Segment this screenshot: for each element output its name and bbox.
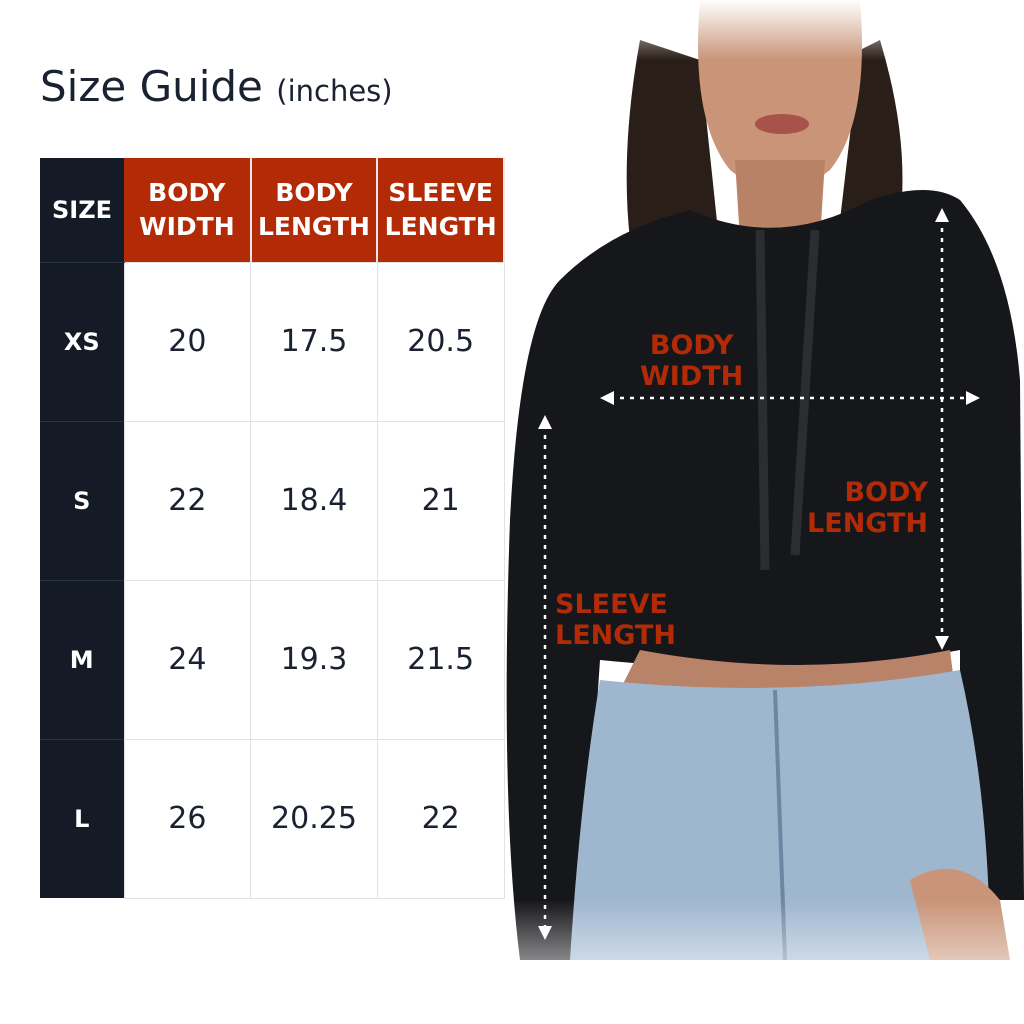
header-text: SIZE bbox=[51, 195, 112, 224]
header-body-length: BODY LENGTH bbox=[250, 158, 379, 262]
header-text: SLEEVE bbox=[388, 177, 493, 207]
cell-size: L bbox=[40, 738, 124, 898]
midriff bbox=[620, 650, 955, 690]
drawstring bbox=[755, 229, 820, 571]
label-text: BODY bbox=[844, 477, 928, 508]
title-unit: (inches) bbox=[276, 74, 393, 108]
body-length-label: BODY LENGTH bbox=[800, 477, 928, 539]
cell-size: XS bbox=[40, 261, 124, 421]
header-text: LENGTH bbox=[257, 211, 370, 241]
model-hoodie-photo bbox=[490, 0, 1024, 1024]
cell-body-length: 20.25 bbox=[250, 738, 378, 899]
header-text: LENGTH bbox=[384, 211, 497, 241]
arrowheads bbox=[538, 208, 980, 940]
label-text: LENGTH bbox=[555, 620, 676, 651]
header-sleeve-length: SLEEVE LENGTH bbox=[377, 158, 505, 262]
table-row: L 26 20.25 22 bbox=[40, 738, 505, 899]
cell-body-length: 17.5 bbox=[250, 261, 378, 422]
header-text: BODY bbox=[148, 177, 226, 207]
cell-body-width: 24 bbox=[123, 579, 252, 740]
label-text: WIDTH bbox=[640, 361, 744, 392]
cell-body-width: 22 bbox=[123, 420, 252, 581]
cell-body-length: 19.3 bbox=[250, 579, 378, 740]
table-header-row: SIZE BODY WIDTH BODY LENGTH SLEEVE LENGTH bbox=[40, 158, 505, 262]
cell-sleeve-length: 20.5 bbox=[376, 261, 505, 422]
cell-size: M bbox=[40, 579, 124, 739]
page-title: Size Guide (inches) bbox=[40, 62, 393, 111]
header-text: BODY bbox=[275, 177, 353, 207]
sleeve-length-label: SLEEVE LENGTH bbox=[555, 589, 676, 651]
cell-body-width: 20 bbox=[123, 261, 252, 422]
size-table: SIZE BODY WIDTH BODY LENGTH SLEEVE LENGTH X… bbox=[40, 158, 505, 899]
label-text: SLEEVE bbox=[555, 589, 668, 620]
table-row: M 24 19.3 21.5 bbox=[40, 579, 505, 740]
cell-body-length: 18.4 bbox=[250, 420, 378, 581]
header-text: WIDTH bbox=[139, 211, 235, 241]
header-body-width: BODY WIDTH bbox=[124, 158, 252, 262]
cell-size: S bbox=[40, 420, 124, 580]
label-text: BODY bbox=[649, 330, 734, 361]
cell-sleeve-length: 22 bbox=[376, 738, 505, 899]
hoodie bbox=[506, 190, 1024, 960]
cell-body-width: 26 bbox=[123, 738, 252, 899]
label-text: LENGTH bbox=[807, 508, 928, 539]
body-width-arrow bbox=[543, 218, 970, 930]
lips bbox=[755, 114, 809, 134]
table-row: S 22 18.4 21 bbox=[40, 420, 505, 581]
table-row: XS 20 17.5 20.5 bbox=[40, 261, 505, 422]
title-main: Size Guide bbox=[40, 62, 263, 111]
body-width-label: BODY WIDTH bbox=[640, 330, 743, 392]
hair bbox=[626, 40, 903, 250]
cell-sleeve-length: 21 bbox=[376, 420, 505, 581]
header-size: SIZE bbox=[40, 158, 124, 262]
neck bbox=[735, 160, 825, 240]
cell-sleeve-length: 21.5 bbox=[376, 579, 505, 740]
